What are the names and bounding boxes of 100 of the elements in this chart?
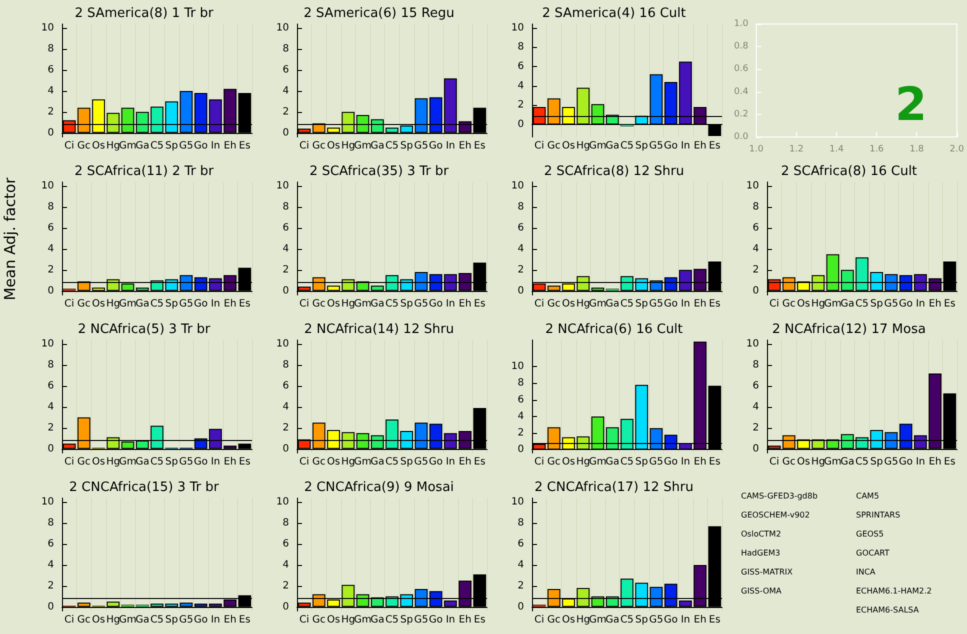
x-tick-label: In [680,456,690,468]
y-tick-label: 8 [282,518,289,529]
x-tick-label: Gc [77,298,91,310]
x-tick-label: C5 [855,298,869,310]
x-tick-label: Sp [165,614,178,626]
x-tick-label: Eh [458,140,472,152]
x-tick-label: Eh [694,140,706,152]
y-tick-label: 0 [518,601,524,612]
y-tick-label: 4 [48,85,54,96]
x-tick-label: Gm [589,298,607,310]
text: GEOSCHEM-v902 [741,510,810,520]
x-tick-label: C5 [620,614,634,626]
y-tick-label: 0 [48,127,54,138]
x-tick-label: Os [326,140,340,152]
x-tick-label: 1.2 [789,144,804,154]
y-tick-label: 2 [48,264,54,276]
y-tick-label: 10 [41,496,54,508]
chart-title: 2 SAmerica(4) 16 Cult [542,6,686,21]
x-tick-label: Os [326,614,340,626]
x-tick-label: Ci [64,140,74,152]
x-tick-label: Sp [635,140,648,152]
y-tick-label: 6 [48,222,54,234]
x-tick-label: Ga [605,456,620,468]
x-tick-label: Es [708,456,720,468]
x-tick-label: Hg [811,298,826,310]
y-tick-label: 6 [752,380,759,392]
x-tick-label: Eh [928,298,942,310]
x-tick-label: Eh [458,298,472,310]
y-tick-label: 2 [48,106,54,118]
y-tick-label: 6 [282,538,289,550]
y-tick-label: 10 [276,496,289,508]
y-tick-label: 0.0 [734,132,749,142]
y-tick-label: 2 [518,428,524,439]
x-tick-label: G5 [179,614,194,626]
x-tick-label: Gc [782,298,796,310]
x-tick-label: C5 [385,140,399,152]
y-tick-label: 4 [282,559,289,570]
chart-title: 2 NCAfrica(5) 3 Tr br [78,322,211,337]
y-tick-label: 6 [282,222,289,234]
x-tick-label: Go [428,614,443,626]
x-tick-label: Eh [694,298,706,310]
x-tick-label: G5 [179,140,194,152]
x-tick-label: Gm [354,614,372,626]
x-tick-label: Eh [928,456,942,468]
text: INCA [856,568,876,576]
text: GISS-MATRIX [741,568,794,576]
x-tick-label: Sp [635,456,648,468]
x-tick-label: Sp [635,298,648,310]
y-tick-label: 10 [511,22,524,34]
x-tick-label: Eh [224,140,236,152]
x-tick-label: 1.6 [869,144,884,154]
y-tick-label: 0.2 [734,109,748,120]
text: GEOS5 [856,530,884,538]
x-tick-label: Ci [64,614,74,626]
x-tick-label: G5 [179,456,194,468]
x-tick-label: Sp [165,298,178,310]
y-tick-label: 4 [518,410,524,422]
y-tick-label: 4 [518,243,524,254]
y-tick-label: 8 [48,44,54,55]
x-tick-label: Gc [312,140,326,152]
annotation: 2 [894,77,928,131]
x-tick-label: Go [898,298,913,310]
y-tick-label: 2 [518,580,524,592]
y-tick-label: 0 [752,285,759,296]
x-tick-label: Ga [370,456,384,468]
x-tick-label: Eh [224,298,236,310]
x-tick-label: Ga [840,456,854,468]
y-tick-label: 2 [48,580,54,592]
y-tick-label: 0 [518,444,524,456]
x-tick-label: Ga [135,140,150,152]
text: GOCART [856,548,890,558]
x-tick-label: Hg [106,456,120,468]
x-tick-label: Hg [811,456,826,468]
y-tick-label: 6 [518,222,524,234]
y-tick-label: 4 [752,401,759,412]
y-tick-label: 6 [518,60,524,72]
chart-title: 2 NCAfrica(14) 12 Shru [304,322,454,337]
x-tick-label: Ci [534,614,544,626]
x-tick-label: C5 [150,140,164,152]
x-tick-label: Ci [64,456,74,468]
x-tick-label: Go [664,140,678,152]
y-tick-label: 8 [518,378,524,389]
x-tick-label: G5 [414,298,428,310]
x-tick-label: Es [238,614,250,626]
y-tick-label: 0 [48,601,54,612]
x-tick-label: Go [194,140,208,152]
x-tick-label: Ci [299,614,310,626]
x-tick-label: Ga [605,140,620,152]
x-tick-label: C5 [150,456,164,468]
chart-title: 2 NCAfrica(12) 17 Mosa [772,322,926,337]
x-tick-label: Sp [870,456,883,468]
x-tick-label: Hg [576,298,590,310]
x-tick-label: Go [428,456,443,468]
chart-title: 2 CNCAfrica(17) 12 Shru [534,480,694,495]
y-tick-label: 6 [752,222,759,234]
x-tick-label: In [446,456,456,468]
y-tick-label: 4 [282,85,289,96]
x-tick-label: Hg [106,298,120,310]
y-tick-label: 2 [48,422,54,434]
x-tick-label: Sp [165,456,178,468]
